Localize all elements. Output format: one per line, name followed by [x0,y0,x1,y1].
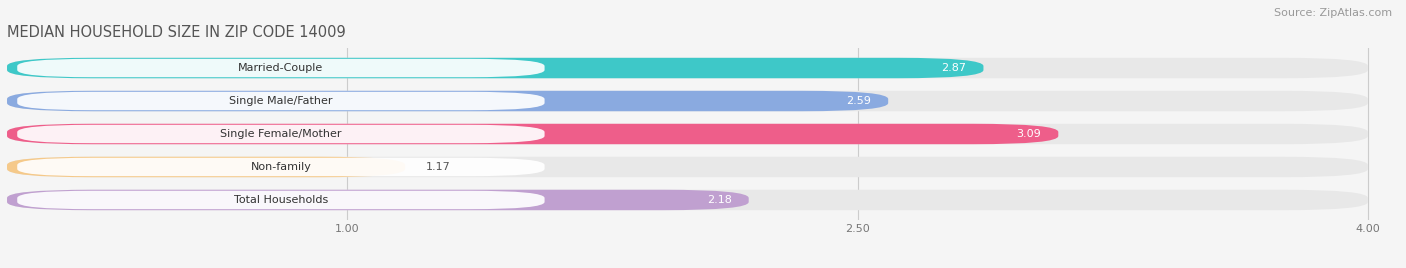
Text: Single Female/Mother: Single Female/Mother [221,129,342,139]
FancyBboxPatch shape [7,124,1059,144]
Text: Single Male/Father: Single Male/Father [229,96,333,106]
FancyBboxPatch shape [7,190,1368,210]
Text: 2.18: 2.18 [707,195,731,205]
FancyBboxPatch shape [7,91,1368,111]
FancyBboxPatch shape [7,124,1368,144]
FancyBboxPatch shape [7,58,983,78]
FancyBboxPatch shape [17,158,544,176]
Text: Non-family: Non-family [250,162,311,172]
FancyBboxPatch shape [17,59,544,77]
FancyBboxPatch shape [7,157,405,177]
FancyBboxPatch shape [7,157,1368,177]
Text: 3.09: 3.09 [1017,129,1042,139]
FancyBboxPatch shape [7,91,889,111]
FancyBboxPatch shape [7,58,1368,78]
FancyBboxPatch shape [17,125,544,143]
FancyBboxPatch shape [7,190,749,210]
Text: 1.17: 1.17 [426,162,450,172]
FancyBboxPatch shape [17,191,544,209]
Text: 2.59: 2.59 [846,96,872,106]
Text: 2.87: 2.87 [942,63,966,73]
Text: Total Households: Total Households [233,195,328,205]
FancyBboxPatch shape [17,92,544,110]
Text: MEDIAN HOUSEHOLD SIZE IN ZIP CODE 14009: MEDIAN HOUSEHOLD SIZE IN ZIP CODE 14009 [7,25,346,40]
Text: Married-Couple: Married-Couple [238,63,323,73]
Text: Source: ZipAtlas.com: Source: ZipAtlas.com [1274,8,1392,18]
